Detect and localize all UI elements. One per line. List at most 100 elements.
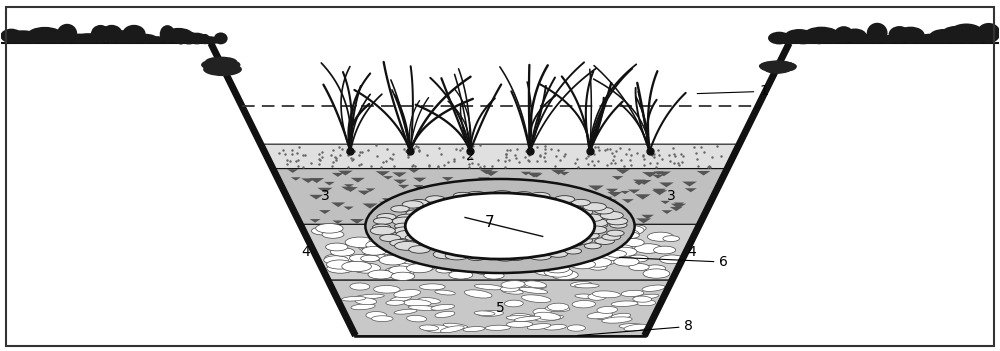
Ellipse shape: [187, 33, 207, 44]
Polygon shape: [445, 183, 460, 187]
Ellipse shape: [519, 287, 548, 293]
Polygon shape: [556, 186, 567, 190]
Circle shape: [436, 252, 465, 263]
Circle shape: [415, 264, 434, 271]
Polygon shape: [611, 205, 621, 208]
Circle shape: [548, 251, 568, 257]
Circle shape: [388, 224, 413, 232]
Polygon shape: [602, 200, 617, 204]
Polygon shape: [362, 204, 378, 208]
Polygon shape: [309, 195, 323, 199]
Polygon shape: [500, 201, 514, 206]
Circle shape: [411, 263, 432, 270]
Polygon shape: [344, 184, 354, 187]
Ellipse shape: [501, 289, 523, 294]
Text: 1: 1: [697, 84, 768, 98]
Ellipse shape: [634, 299, 656, 306]
Ellipse shape: [548, 303, 569, 311]
Text: 4: 4: [301, 245, 310, 259]
Ellipse shape: [443, 323, 468, 329]
Ellipse shape: [595, 314, 613, 319]
Circle shape: [647, 232, 673, 241]
Circle shape: [595, 238, 614, 244]
Circle shape: [565, 248, 582, 254]
Polygon shape: [466, 220, 479, 225]
Polygon shape: [581, 213, 594, 217]
Polygon shape: [466, 203, 478, 207]
Polygon shape: [413, 185, 424, 188]
Polygon shape: [653, 171, 664, 175]
Ellipse shape: [759, 60, 795, 72]
Polygon shape: [420, 201, 430, 204]
Circle shape: [643, 269, 670, 278]
Polygon shape: [652, 190, 667, 195]
Polygon shape: [504, 184, 518, 189]
Ellipse shape: [200, 34, 210, 44]
Circle shape: [628, 255, 648, 262]
Circle shape: [516, 225, 546, 236]
Ellipse shape: [403, 299, 431, 306]
Ellipse shape: [792, 33, 815, 44]
Polygon shape: [697, 171, 710, 176]
Ellipse shape: [207, 64, 237, 71]
Ellipse shape: [133, 34, 157, 43]
Circle shape: [312, 227, 335, 235]
Ellipse shape: [350, 283, 370, 290]
Polygon shape: [521, 172, 531, 175]
Polygon shape: [273, 168, 727, 224]
Ellipse shape: [633, 296, 652, 302]
Ellipse shape: [897, 27, 925, 43]
Polygon shape: [491, 186, 501, 189]
Circle shape: [558, 242, 574, 248]
Polygon shape: [490, 181, 504, 185]
Circle shape: [391, 272, 415, 280]
Polygon shape: [595, 218, 608, 222]
Polygon shape: [652, 175, 664, 179]
Ellipse shape: [210, 61, 233, 71]
Polygon shape: [332, 173, 344, 177]
Polygon shape: [442, 177, 454, 181]
Ellipse shape: [514, 316, 541, 322]
Circle shape: [545, 264, 569, 273]
Polygon shape: [341, 187, 353, 191]
Ellipse shape: [575, 284, 599, 288]
Ellipse shape: [70, 33, 109, 43]
Ellipse shape: [101, 25, 123, 43]
Circle shape: [452, 273, 469, 279]
Ellipse shape: [534, 312, 561, 320]
Ellipse shape: [464, 290, 492, 298]
Circle shape: [526, 199, 543, 205]
Ellipse shape: [160, 25, 175, 43]
Ellipse shape: [527, 324, 551, 330]
Ellipse shape: [386, 300, 405, 305]
Ellipse shape: [966, 31, 989, 43]
Polygon shape: [636, 218, 651, 223]
Circle shape: [389, 266, 412, 274]
Polygon shape: [569, 198, 584, 203]
Circle shape: [455, 246, 480, 255]
Polygon shape: [485, 195, 499, 199]
Ellipse shape: [394, 309, 417, 314]
Circle shape: [554, 196, 575, 203]
Polygon shape: [552, 191, 567, 196]
Circle shape: [581, 232, 599, 239]
Ellipse shape: [801, 36, 820, 43]
Circle shape: [645, 265, 666, 272]
Circle shape: [484, 232, 512, 242]
Circle shape: [445, 252, 469, 260]
Ellipse shape: [572, 300, 596, 308]
Polygon shape: [581, 197, 592, 200]
Circle shape: [342, 261, 371, 272]
Ellipse shape: [485, 325, 510, 330]
Polygon shape: [310, 219, 321, 223]
Circle shape: [551, 270, 578, 280]
Circle shape: [366, 240, 394, 250]
Ellipse shape: [164, 28, 194, 43]
Ellipse shape: [506, 321, 533, 327]
Circle shape: [410, 199, 428, 206]
Ellipse shape: [104, 30, 142, 43]
Circle shape: [322, 231, 344, 238]
Ellipse shape: [849, 34, 883, 43]
Circle shape: [484, 272, 504, 279]
Polygon shape: [444, 182, 458, 187]
